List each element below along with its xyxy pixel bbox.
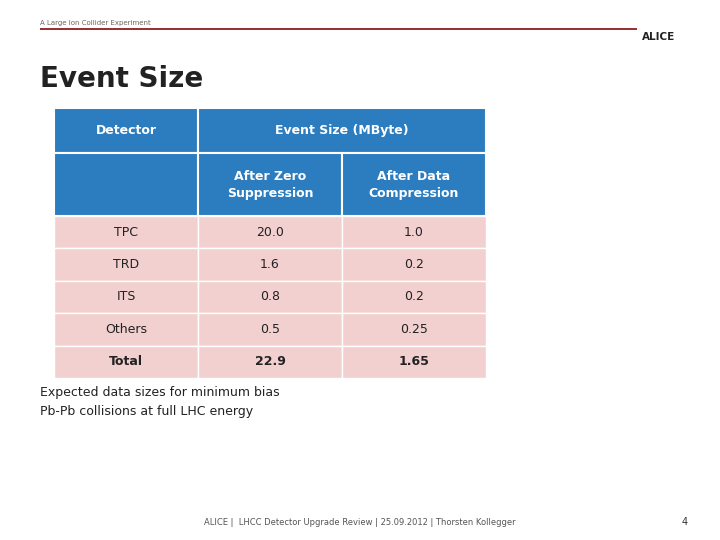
- Bar: [198, 281, 342, 313]
- Text: 1.65: 1.65: [399, 355, 429, 368]
- Bar: [198, 108, 486, 153]
- Text: Others: Others: [105, 323, 147, 336]
- Bar: [54, 346, 198, 378]
- Bar: [342, 248, 486, 281]
- Text: A Large Ion Collider Experiment: A Large Ion Collider Experiment: [40, 21, 150, 26]
- Bar: [54, 248, 198, 281]
- Bar: [342, 216, 486, 248]
- Text: ITS: ITS: [117, 291, 135, 303]
- Bar: [198, 346, 342, 378]
- Text: Expected data sizes for minimum bias
Pb-Pb collisions at full LHC energy: Expected data sizes for minimum bias Pb-…: [40, 386, 279, 418]
- Bar: [198, 313, 342, 346]
- Bar: [198, 248, 342, 281]
- Bar: [198, 216, 342, 248]
- Text: ALICE |  LHCC Detector Upgrade Review | 25.09.2012 | Thorsten Kollegger: ALICE | LHCC Detector Upgrade Review | 2…: [204, 518, 516, 526]
- Text: Event Size (MByte): Event Size (MByte): [275, 124, 409, 137]
- Text: 22.9: 22.9: [255, 355, 285, 368]
- Text: TRD: TRD: [113, 258, 139, 271]
- Text: 0.2: 0.2: [404, 291, 424, 303]
- Text: TPC: TPC: [114, 226, 138, 239]
- Text: After Data
Compression: After Data Compression: [369, 170, 459, 199]
- Bar: [54, 216, 198, 248]
- Bar: [342, 281, 486, 313]
- Text: 0.2: 0.2: [404, 258, 424, 271]
- Bar: [198, 153, 342, 216]
- Bar: [54, 281, 198, 313]
- Text: 4: 4: [681, 517, 688, 527]
- Text: 20.0: 20.0: [256, 226, 284, 239]
- Text: 0.5: 0.5: [260, 323, 280, 336]
- Bar: [54, 108, 198, 153]
- Text: Detector: Detector: [96, 124, 156, 137]
- Text: 0.25: 0.25: [400, 323, 428, 336]
- Bar: [342, 346, 486, 378]
- Bar: [54, 313, 198, 346]
- Bar: [54, 153, 198, 216]
- Text: ALICE: ALICE: [642, 32, 675, 43]
- Text: 1.0: 1.0: [404, 226, 424, 239]
- Text: Event Size: Event Size: [40, 65, 203, 93]
- Text: Total: Total: [109, 355, 143, 368]
- Text: 0.8: 0.8: [260, 291, 280, 303]
- Text: 1.6: 1.6: [260, 258, 280, 271]
- Bar: [342, 153, 486, 216]
- Bar: [342, 313, 486, 346]
- Text: After Zero
Suppression: After Zero Suppression: [227, 170, 313, 199]
